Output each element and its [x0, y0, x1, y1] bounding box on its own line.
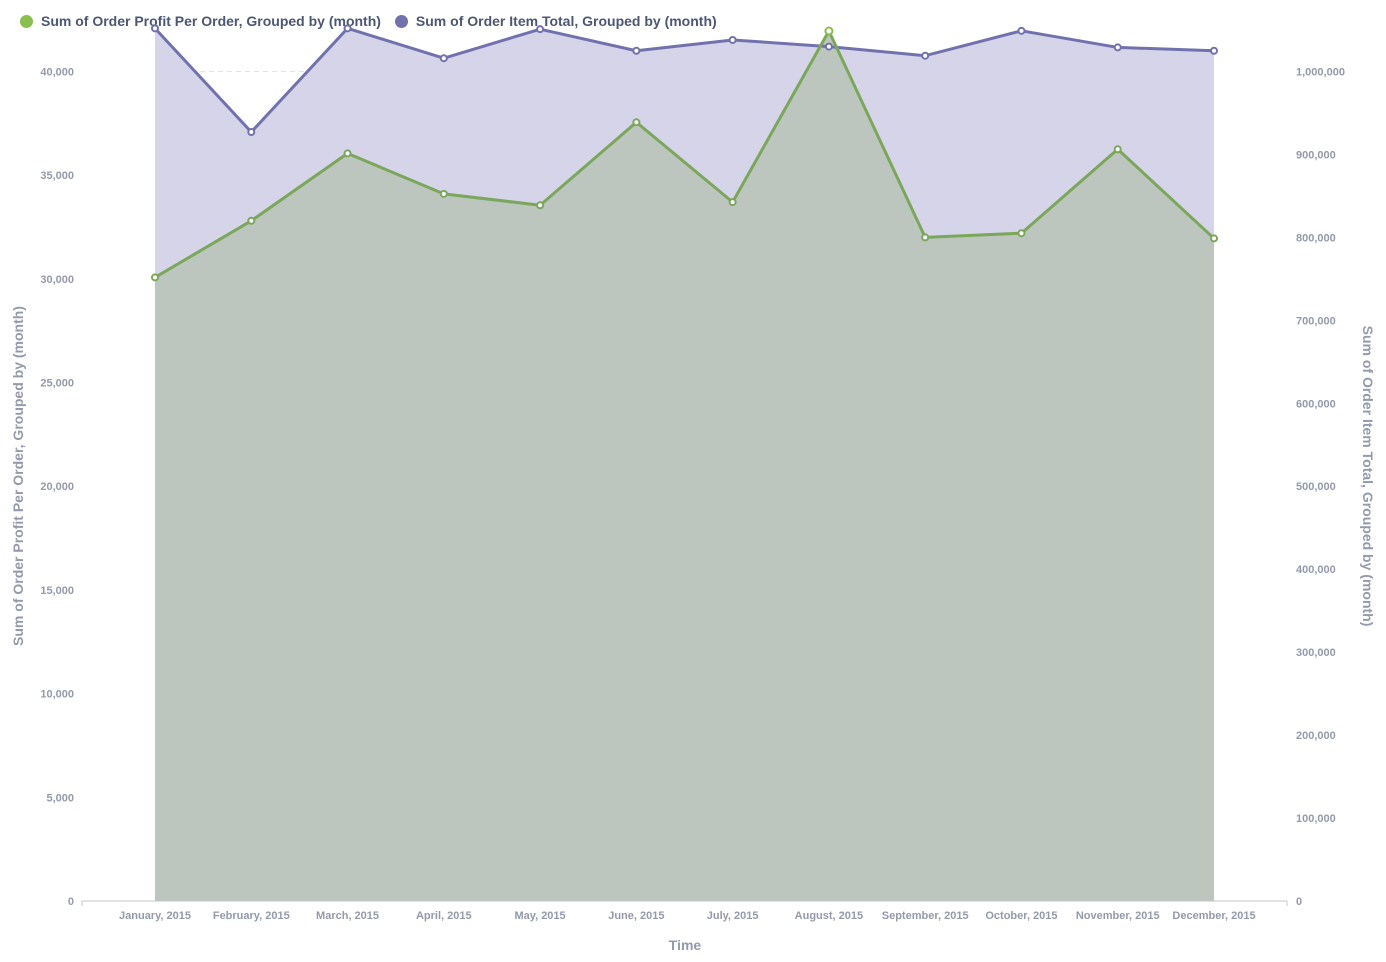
point-order-item-total[interactable] — [151, 24, 159, 33]
legend-label-total: Sum of Order Item Total, Grouped by (mon… — [415, 13, 717, 29]
y-right-tick-label: 500,000 — [1296, 481, 1336, 493]
point-order-item-total[interactable] — [536, 25, 545, 34]
legend-item-total[interactable]: Sum of Order Item Total, Grouped by (mon… — [394, 13, 717, 29]
y-right-tick-label: 400,000 — [1296, 564, 1336, 576]
point-order-profit[interactable] — [1017, 229, 1026, 238]
point-order-item-total[interactable] — [728, 35, 737, 44]
x-tick-label: April, 2015 — [416, 910, 472, 922]
y-left-tick-label: 5,000 — [46, 792, 74, 804]
legend-dot-profit — [20, 14, 33, 28]
point-order-profit[interactable] — [728, 198, 737, 207]
legend-item-profit[interactable]: Sum of Order Profit Per Order, Grouped b… — [20, 13, 381, 29]
point-order-item-total[interactable] — [1210, 46, 1218, 55]
y-left-tick-label: 0 — [68, 896, 74, 908]
point-order-profit[interactable] — [343, 149, 352, 158]
chart-legend: Sum of Order Profit Per Order, Grouped b… — [20, 13, 731, 29]
x-tick-label: July, 2015 — [707, 910, 759, 922]
y-left-tick-label: 30,000 — [40, 274, 74, 286]
y-left-tick-label: 20,000 — [40, 481, 74, 493]
x-tick-label: June, 2015 — [608, 910, 664, 922]
x-tick-label: November, 2015 — [1076, 910, 1160, 922]
x-tick-label: August, 2015 — [795, 910, 863, 922]
x-tick-label: January, 2015 — [119, 910, 191, 922]
x-tick-label: February, 2015 — [213, 910, 290, 922]
point-order-item-total[interactable] — [439, 54, 448, 63]
label-layer: 0 5,000 10,000 15,000 20,000 25,000 30,000 35,0… — [10, 66, 1376, 953]
y-right-tick-label: 100,000 — [1296, 813, 1336, 825]
x-tick-label: September, 2015 — [882, 910, 969, 922]
point-order-profit[interactable] — [824, 26, 834, 36]
point-order-item-total[interactable] — [247, 128, 256, 137]
x-axis-title: Time — [669, 937, 702, 953]
y-left-tick-label: 10,000 — [40, 689, 74, 701]
y-left-tick-label: 35,000 — [40, 170, 74, 182]
point-order-item-total[interactable] — [1113, 43, 1122, 52]
point-order-profit[interactable] — [439, 189, 448, 198]
point-order-profit[interactable] — [151, 273, 159, 282]
point-order-item-total[interactable] — [343, 24, 352, 33]
y-left-axis-title: Sum of Order Profit Per Order, Grouped b… — [10, 306, 26, 646]
point-order-item-total[interactable] — [1017, 26, 1026, 35]
y-right-tick-label: 0 — [1296, 896, 1302, 908]
point-order-item-total[interactable] — [824, 42, 833, 51]
point-order-profit[interactable] — [921, 233, 930, 242]
area-layer — [155, 28, 1214, 902]
y-right-tick-label: 1,000,000 — [1296, 66, 1345, 78]
y-right-axis-title: Sum of Order Item Total, Grouped by (mon… — [1360, 326, 1376, 627]
axis-layer — [81, 900, 1288, 906]
area-order-profit — [155, 31, 1214, 901]
point-order-profit[interactable] — [632, 118, 641, 127]
y-right-tick-label: 700,000 — [1296, 315, 1336, 327]
point-order-profit[interactable] — [1210, 234, 1218, 243]
y-right-tick-label: 200,000 — [1296, 730, 1336, 742]
point-order-profit[interactable] — [536, 201, 545, 210]
x-tick-label: May, 2015 — [515, 910, 566, 922]
y-left-tick-label: 40,000 — [40, 66, 74, 78]
x-tick-label: October, 2015 — [985, 910, 1057, 922]
point-layer[interactable] — [151, 24, 1218, 282]
legend-label-profit: Sum of Order Profit Per Order, Grouped b… — [41, 13, 381, 29]
y-left-tick-label: 15,000 — [40, 585, 74, 597]
y-right-tick-label: 600,000 — [1296, 398, 1336, 410]
legend-dot-total — [394, 14, 408, 28]
line-order-profit — [154, 29, 1216, 279]
point-order-profit[interactable] — [247, 216, 256, 225]
point-order-item-total[interactable] — [632, 46, 641, 55]
point-order-item-total[interactable] — [921, 51, 930, 60]
line-order-item-total — [153, 26, 1215, 134]
x-tick-label: March, 2015 — [316, 910, 379, 922]
point-order-profit[interactable] — [1113, 145, 1122, 154]
y-left-tick-label: 25,000 — [40, 378, 74, 390]
line-layer — [153, 26, 1216, 279]
y-right-tick-label: 800,000 — [1296, 232, 1336, 244]
y-right-tick-label: 300,000 — [1296, 647, 1336, 659]
y-right-tick-label: 900,000 — [1296, 149, 1336, 161]
x-tick-label: December, 2015 — [1172, 910, 1255, 922]
